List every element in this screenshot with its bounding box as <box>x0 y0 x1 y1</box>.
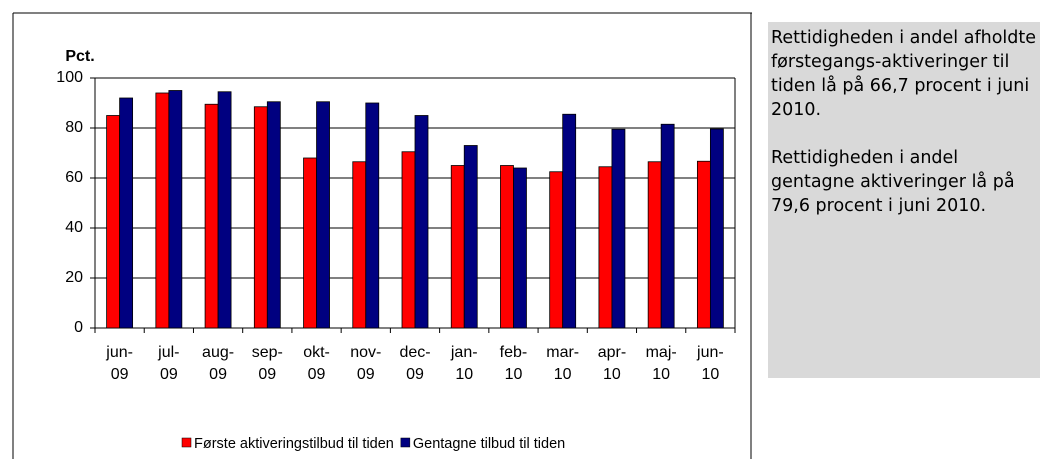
x-tick-label: jun-10 <box>696 344 724 383</box>
bar <box>204 103 219 329</box>
side-text: Rettidigheden i andel afholdte førstegan… <box>768 22 1040 378</box>
bar <box>647 161 662 329</box>
bar <box>414 115 429 329</box>
bar <box>450 165 465 329</box>
bar <box>598 166 613 329</box>
x-tick-label: dec-09 <box>399 344 430 383</box>
legend-label: Første aktiveringstilbud til tiden <box>194 436 394 452</box>
x-tick-label: mar-10 <box>546 344 579 383</box>
paragraph: Rettidigheden i andel gentagne aktiverin… <box>771 148 1015 216</box>
bar <box>365 102 380 329</box>
bar <box>119 97 134 329</box>
bar <box>106 115 121 329</box>
bar <box>696 160 711 329</box>
bar <box>513 167 527 329</box>
y-tick-label: 80 <box>65 119 83 136</box>
bar <box>303 157 317 329</box>
bar <box>217 91 232 329</box>
bar <box>266 101 281 329</box>
y-axis-label: Pct. <box>65 48 94 65</box>
bar <box>562 113 577 329</box>
bar <box>253 106 268 329</box>
y-tick-label: 60 <box>65 169 83 186</box>
y-tick-label: 100 <box>56 69 83 86</box>
bar <box>155 92 170 329</box>
legend-label: Gentagne tilbud til tiden <box>413 436 565 452</box>
x-tick-label: jul-09 <box>157 344 179 383</box>
x-tick-label: nov-09 <box>350 344 381 383</box>
chart: Pct. 0 20 40 60 80 100 jun-09 jul-09 aug-09 sep-0… <box>12 12 752 459</box>
x-tick-label: aug-09 <box>202 344 234 383</box>
bar <box>168 90 183 329</box>
x-tick-label: maj-10 <box>646 344 677 383</box>
legend-swatch <box>400 437 411 448</box>
legend-swatch <box>181 437 192 448</box>
bar <box>352 161 367 329</box>
bar <box>709 128 724 329</box>
x-tick-label: okt-09 <box>303 344 330 383</box>
bar <box>611 128 626 329</box>
x-tick-label: jan-10 <box>450 344 478 383</box>
x-tick-label: jun-09 <box>105 344 133 383</box>
paragraph: Rettidigheden i andel afholdte førstegan… <box>771 28 1037 120</box>
x-tick-label: feb-10 <box>500 344 528 383</box>
bar <box>463 145 478 329</box>
x-tick-label: apr-10 <box>598 344 626 383</box>
x-tick-label: sep-09 <box>252 344 283 383</box>
bar <box>500 165 514 329</box>
y-tick-label: 20 <box>65 269 83 286</box>
y-tick-label: 40 <box>65 219 83 236</box>
bar <box>316 101 330 329</box>
y-tick-label: 0 <box>74 319 83 336</box>
bar <box>401 151 416 329</box>
bar <box>660 123 675 329</box>
bar <box>549 171 564 329</box>
